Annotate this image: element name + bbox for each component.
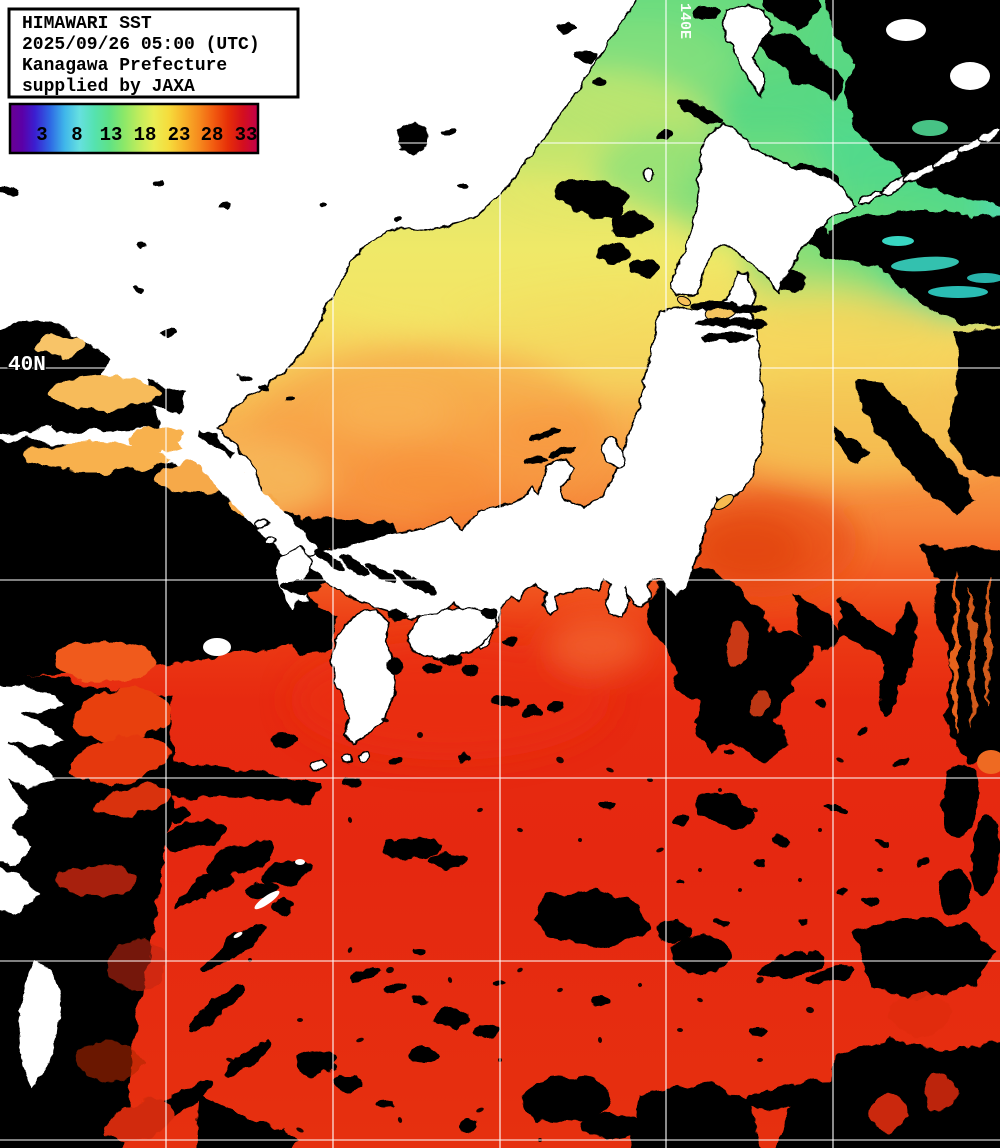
svg-text:3: 3 — [36, 124, 47, 146]
svg-text:HIMAWARI SST: HIMAWARI SST — [22, 14, 152, 34]
svg-text:140E: 140E — [676, 3, 693, 39]
svg-text:18: 18 — [134, 124, 157, 146]
svg-text:8: 8 — [71, 124, 82, 146]
svg-text:supplied by JAXA: supplied by JAXA — [22, 77, 195, 97]
svg-text:13: 13 — [100, 124, 123, 146]
svg-text:2025/09/26 05:00 (UTC): 2025/09/26 05:00 (UTC) — [22, 35, 260, 55]
svg-text:Kanagawa Prefecture: Kanagawa Prefecture — [22, 56, 227, 76]
svg-text:23: 23 — [168, 124, 191, 146]
svg-text:28: 28 — [201, 124, 224, 146]
svg-text:33: 33 — [235, 124, 258, 146]
svg-text:40N: 40N — [8, 354, 46, 377]
